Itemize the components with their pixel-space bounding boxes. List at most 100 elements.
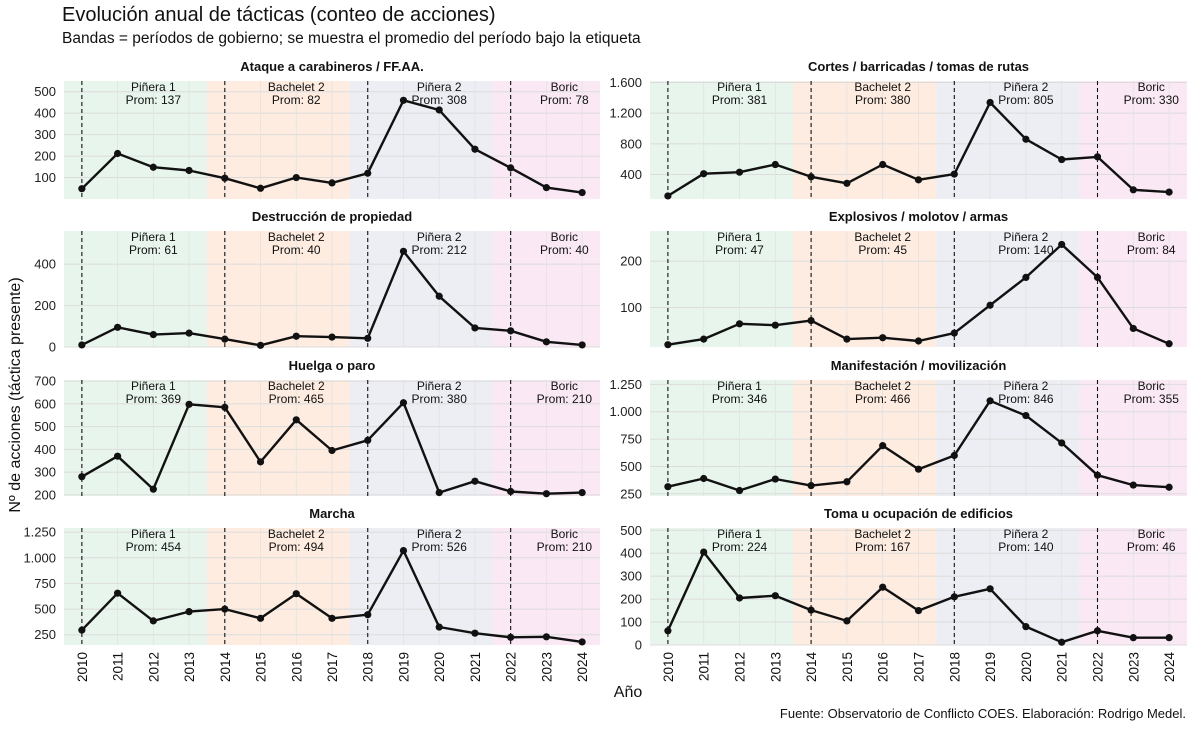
period-mean-label: Prom: 224 [712, 540, 768, 554]
data-point-2016 [292, 173, 300, 182]
x-tick-label: 2018 [947, 652, 962, 682]
data-point-2015 [843, 478, 851, 486]
period-name-label: Piñera 2 [417, 527, 462, 541]
data-point-2010 [78, 185, 86, 193]
y-tick-label: 500 [34, 602, 56, 617]
data-point-2012 [735, 486, 744, 495]
y-tick-label: 750 [34, 576, 56, 591]
data-point-2019 [986, 585, 994, 593]
data-point-2022 [507, 327, 515, 335]
data-point-2013 [771, 321, 779, 329]
data-point-2024 [578, 341, 586, 349]
period-name-label: Boric [1138, 80, 1165, 94]
y-tick-label: 500 [620, 459, 642, 474]
period-name-label: Bachelet 2 [268, 379, 325, 393]
period-name-label: Piñera 2 [1004, 527, 1049, 541]
data-point-2018 [364, 611, 372, 619]
data-point-2020 [1022, 135, 1030, 143]
data-point-2023 [1129, 634, 1137, 642]
x-tick-label: 2013 [768, 652, 783, 682]
data-point-2010 [78, 626, 86, 634]
data-point-2012 [149, 330, 157, 339]
period-band-pinera-2 [349, 380, 493, 496]
data-point-2013 [185, 608, 193, 616]
x-tick-label: 2011 [697, 652, 712, 681]
period-mean-label: Prom: 212 [412, 243, 468, 257]
period-mean-label: Prom: 454 [126, 540, 182, 554]
period-band-pinera-1 [650, 528, 794, 645]
x-tick-label: 2010 [661, 652, 676, 682]
data-point-2013 [185, 400, 193, 408]
data-point-2022 [507, 633, 515, 641]
data-point-2017 [328, 179, 336, 187]
x-tick-label: 2012 [146, 652, 161, 682]
x-tick-label: 2015 [254, 652, 269, 682]
period-band-pinera-2 [349, 81, 493, 199]
data-point-2015 [843, 179, 851, 187]
panel-cortes-barricadas-tomas-de-rutas: Cortes / barricadas / tomas de rutas Piñe… [609, 59, 1187, 200]
panel-title: Explosivos / molotov / armas [829, 209, 1008, 224]
period-band-bachelet-2 [206, 380, 350, 496]
period-name-label: Piñera 2 [1004, 80, 1049, 94]
data-point-2013 [771, 592, 779, 600]
data-point-2012 [149, 163, 157, 171]
period-mean-label: Prom: 210 [537, 392, 593, 406]
data-point-2023 [1129, 324, 1137, 333]
period-band-bachelet-2 [206, 528, 350, 645]
period-mean-label: Prom: 380 [855, 93, 911, 107]
x-tick-label: 2014 [804, 652, 819, 683]
period-name-label: Bachelet 2 [854, 230, 911, 244]
y-tick-label: 200 [34, 298, 56, 313]
data-point-2017 [914, 465, 923, 473]
data-point-2013 [771, 475, 779, 483]
data-point-2012 [149, 485, 157, 493]
period-mean-label: Prom: 805 [998, 93, 1054, 107]
data-point-2012 [735, 320, 744, 328]
period-band-pinera-1 [64, 81, 207, 199]
data-point-2018 [950, 593, 958, 601]
data-point-2015 [256, 341, 265, 349]
period-name-label: Piñera 1 [717, 80, 762, 94]
data-point-2018 [364, 436, 372, 444]
data-point-2024 [578, 188, 586, 197]
y-tick-label: 700 [34, 374, 56, 389]
data-point-2021 [1058, 155, 1066, 164]
y-tick-label: 600 [34, 396, 56, 411]
panel-title: Huelga o paro [289, 358, 376, 373]
data-point-2013 [185, 166, 193, 175]
y-axis-label: Nº de acciones (táctica presente) [7, 277, 24, 512]
period-name-label: Boric [1138, 527, 1165, 541]
period-mean-label: Prom: 40 [272, 243, 321, 257]
period-mean-label: Prom: 355 [1124, 392, 1180, 406]
x-tick-label: 2015 [840, 652, 855, 682]
period-name-label: Boric [551, 80, 578, 94]
data-point-2018 [950, 329, 958, 337]
data-point-2016 [292, 590, 300, 598]
data-point-2021 [471, 145, 479, 153]
period-name-label: Piñera 2 [1004, 230, 1049, 244]
period-name-label: Bachelet 2 [268, 80, 325, 94]
period-mean-label: Prom: 140 [998, 243, 1054, 257]
data-point-2011 [114, 149, 122, 158]
y-tick-label: 500 [34, 419, 56, 434]
data-point-2016 [879, 442, 887, 450]
period-name-label: Boric [551, 379, 578, 393]
period-name-label: Piñera 2 [417, 80, 462, 94]
data-point-2019 [986, 397, 994, 405]
period-mean-label: Prom: 82 [272, 93, 321, 107]
data-point-2017 [914, 337, 923, 345]
data-point-2010 [664, 627, 672, 635]
data-point-2023 [1129, 186, 1137, 194]
y-tick-label: 500 [34, 84, 56, 99]
data-point-2019 [399, 399, 408, 407]
data-point-2019 [986, 98, 994, 107]
period-band-pinera-1 [650, 380, 794, 496]
period-band-bachelet-2 [793, 231, 937, 347]
x-tick-label: 2019 [983, 652, 998, 682]
data-point-2014 [221, 605, 229, 613]
data-point-2011 [700, 170, 708, 178]
data-point-2014 [221, 174, 229, 182]
data-point-2024 [1165, 483, 1173, 491]
